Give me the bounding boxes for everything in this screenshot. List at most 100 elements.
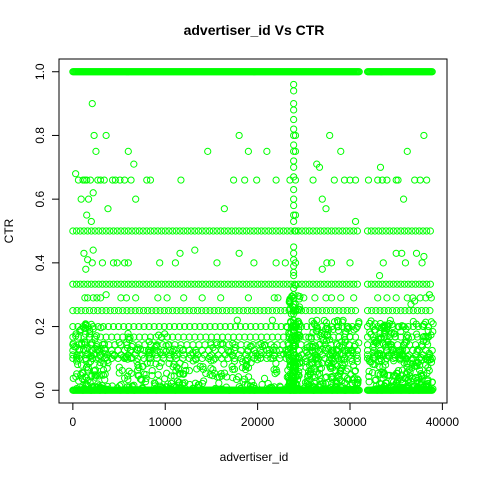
data-point [117,380,125,389]
data-point [217,280,225,288]
data-point [306,307,314,315]
data-point [169,333,177,341]
data-point [276,382,284,390]
data-point [268,307,276,315]
data-point [73,355,81,363]
data-point [393,227,401,235]
data-point [279,280,288,288]
data-point [378,176,386,184]
data-point [162,347,170,356]
data-point [90,307,98,315]
data-point [73,384,81,393]
data-point [309,328,317,337]
data-point [99,366,108,374]
data-point [272,227,280,235]
data-point [246,382,254,390]
data-point [241,380,249,389]
data-point [102,333,110,341]
data-point [224,280,232,288]
data-point [213,373,221,381]
data-point [265,227,273,235]
data-point [211,322,219,331]
data-point [419,337,427,345]
data-point [123,383,132,391]
data-point [279,227,288,235]
data-point [213,259,221,267]
data-point [420,252,428,261]
data-point [306,371,314,379]
data-point [186,322,194,331]
data-point [98,227,107,235]
data-point [236,322,245,331]
data-point [318,345,326,353]
data-point [332,346,340,354]
data-point [157,227,166,235]
data-point [132,195,140,203]
data-point [372,339,381,347]
data-point [331,280,339,288]
data-point [120,176,129,184]
data-point [135,307,143,315]
data-point [170,345,178,353]
data-point [344,365,352,373]
data-point [102,280,110,288]
data-point [96,176,105,184]
data-point [352,324,360,333]
data-point [346,259,354,267]
data-point [398,371,406,379]
data-point [287,227,295,235]
data-point [342,227,350,235]
data-point [400,227,409,235]
data-point [274,333,282,341]
data-point [272,359,280,367]
data-point [324,227,332,235]
data-point [355,68,363,76]
data-point [291,176,300,184]
data-point [191,246,199,254]
data-point [72,280,81,288]
data-point [253,176,261,184]
data-point [207,357,215,365]
data-point [390,382,398,390]
data-point [160,307,168,315]
y-axis-label: CTR [2,218,16,243]
data-point [80,249,88,257]
data-point [412,249,421,257]
data-point [305,227,313,235]
data-point [116,176,124,184]
data-point [408,280,416,288]
data-point [89,189,97,197]
data-point [91,371,99,379]
data-point [100,340,109,348]
data-point [235,227,243,235]
data-point [429,320,437,328]
data-point [363,227,372,235]
data-point [257,340,265,348]
data-point [87,357,95,366]
data-point [411,176,419,184]
data-point [365,372,373,381]
data-point [408,227,416,235]
data-point [76,227,84,235]
data-point [221,322,229,331]
data-point [420,332,428,341]
x-tick-label: 20000 [241,415,275,429]
data-point [82,356,90,364]
data-point [218,307,227,315]
data-point [291,131,300,140]
data-point [382,343,390,351]
data-point [262,322,270,331]
data-point [114,322,123,331]
data-point [154,280,162,288]
data-point [113,259,121,267]
data-point [353,280,361,288]
data-point [271,369,279,378]
data-point [420,371,428,379]
data-point [150,322,158,331]
data-point [300,384,308,392]
chart-title: advertiser_id Vs CTR [184,22,325,38]
data-point [205,227,214,235]
data-point [81,307,89,315]
data-point [254,227,262,235]
data-point [322,205,330,213]
